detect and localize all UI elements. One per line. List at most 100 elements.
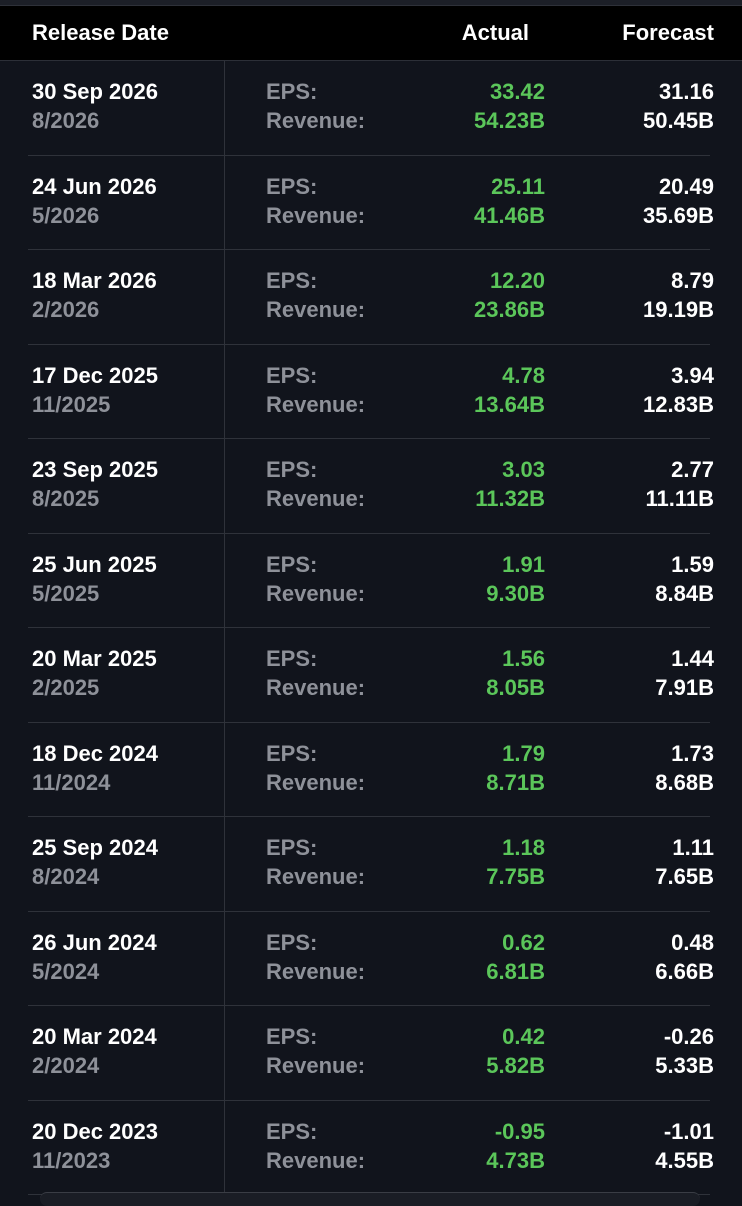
release-date: 20 Dec 2023 [32,1118,158,1144]
release-date: 26 Jun 2024 [32,929,157,955]
revenue-label: Revenue: [266,864,366,889]
fiscal-period: 2/2026 [32,297,100,322]
eps-label: EPS: [266,646,318,671]
revenue-forecast: 7.65B [655,864,714,889]
earnings-row[interactable]: 23 Sep 2025 8/2025 EPS: Revenue: 3.03 11… [0,439,742,534]
eps-label: EPS: [266,268,318,293]
fiscal-period: 2/2024 [32,1053,100,1078]
eps-actual: 1.18 [502,835,545,860]
release-date: 30 Sep 2026 [32,79,158,104]
earnings-row[interactable]: 24 Jun 2026 5/2026 EPS: Revenue: 25.11 4… [0,156,742,251]
revenue-actual: 7.75B [486,864,545,889]
fiscal-period: 8/2025 [32,486,100,511]
column-divider [224,61,225,1195]
revenue-actual: 9.30B [486,580,545,606]
earnings-row[interactable]: 30 Sep 2026 8/2026 EPS: Revenue: 33.42 5… [0,61,742,156]
earnings-row[interactable]: 25 Sep 2024 8/2024 EPS: Revenue: 1.18 7.… [0,817,742,912]
revenue-label: Revenue: [266,1053,366,1078]
fiscal-period: 11/2024 [32,769,111,795]
earnings-row[interactable]: 17 Dec 2025 11/2025 EPS: Revenue: 4.78 1… [0,345,742,440]
eps-label: EPS: [266,929,318,955]
release-date: 18 Mar 2026 [32,268,157,293]
earnings-row[interactable]: 26 Jun 2024 5/2024 EPS: Revenue: 0.62 6.… [0,912,742,1007]
revenue-actual: 5.82B [486,1053,545,1078]
header-forecast[interactable]: Forecast [622,20,714,45]
release-date: 23 Sep 2025 [32,457,158,482]
release-date: 24 Jun 2026 [32,173,157,199]
eps-forecast: 1.59 [671,551,714,577]
eps-actual: 0.42 [502,1024,545,1049]
eps-label: EPS: [266,173,318,199]
release-date: 18 Dec 2024 [32,740,158,766]
revenue-label: Revenue: [266,202,366,228]
release-date: 25 Sep 2024 [32,835,158,860]
eps-actual: 1.56 [502,646,545,671]
eps-actual: 12.20 [489,268,545,293]
revenue-forecast: 8.68B [655,769,714,795]
eps-label: EPS: [266,79,318,104]
eps-label: EPS: [266,835,318,860]
revenue-forecast: 7.91B [655,675,714,700]
eps-label: EPS: [266,457,318,482]
revenue-actual: 11.32B [475,486,545,511]
release-date: 25 Jun 2025 [32,551,157,577]
table-header: Release Date Actual Forecast [0,6,742,61]
fiscal-period: 8/2024 [32,864,100,889]
header-release-date[interactable]: Release Date [32,20,169,45]
revenue-label: Revenue: [266,675,366,700]
revenue-label: Revenue: [266,1147,366,1173]
revenue-forecast: 6.66B [655,958,714,984]
earnings-row[interactable]: 18 Mar 2026 2/2026 EPS: Revenue: 12.20 2… [0,250,742,345]
revenue-label: Revenue: [266,297,366,322]
eps-forecast: 1.11 [672,835,714,860]
revenue-label: Revenue: [266,958,366,984]
fiscal-period: 5/2024 [32,958,100,984]
bottom-sheet-edge [40,1192,700,1206]
revenue-actual: 8.71B [486,769,545,795]
earnings-row[interactable]: 18 Dec 2024 11/2024 EPS: Revenue: 1.79 8… [0,723,742,818]
revenue-label: Revenue: [266,580,366,606]
revenue-actual: 6.81B [486,958,545,984]
eps-forecast: 20.49 [658,173,714,199]
revenue-label: Revenue: [266,108,366,133]
eps-label: EPS: [266,740,318,766]
eps-actual: 0.62 [502,929,545,955]
eps-actual: 1.91 [502,551,545,577]
eps-actual: 3.03 [502,457,545,482]
eps-label: EPS: [266,362,318,388]
eps-label: EPS: [266,551,318,577]
revenue-actual: 41.46B [474,202,545,228]
eps-forecast: 8.79 [671,268,714,293]
earnings-list: 30 Sep 2026 8/2026 EPS: Revenue: 33.42 5… [0,61,742,1195]
revenue-label: Revenue: [266,486,366,511]
header-actual[interactable]: Actual [461,20,529,45]
eps-forecast: 1.44 [671,646,714,671]
fiscal-period: 5/2025 [32,580,100,606]
eps-forecast: -1.01 [663,1118,714,1144]
revenue-forecast: 12.83B [643,391,714,417]
release-date: 20 Mar 2025 [32,646,157,671]
eps-forecast: 3.94 [671,362,714,388]
fiscal-period: 11/2023 [32,1147,111,1173]
fiscal-period: 11/2025 [32,391,111,417]
fiscal-period: 2/2025 [32,675,100,700]
fiscal-period: 8/2026 [32,108,100,133]
eps-forecast: 1.73 [671,740,714,766]
eps-actual: 25.11 [491,173,545,199]
eps-actual: 4.78 [502,362,545,388]
eps-forecast: 31.16 [658,79,714,104]
earnings-row[interactable]: 20 Mar 2025 2/2025 EPS: Revenue: 1.56 8.… [0,628,742,723]
earnings-row[interactable]: 25 Jun 2025 5/2025 EPS: Revenue: 1.91 9.… [0,534,742,629]
fiscal-period: 5/2026 [32,202,100,228]
revenue-forecast: 35.69B [643,202,714,228]
revenue-forecast: 5.33B [655,1053,714,1078]
release-date: 20 Mar 2024 [32,1024,157,1049]
revenue-forecast: 19.19B [643,297,714,322]
earnings-row[interactable]: 20 Dec 2023 11/2023 EPS: Revenue: -0.95 … [0,1101,742,1196]
revenue-forecast: 11.11B [645,486,714,511]
revenue-label: Revenue: [266,769,366,795]
eps-label: EPS: [266,1024,318,1049]
revenue-forecast: 4.55B [655,1147,714,1173]
earnings-row[interactable]: 20 Mar 2024 2/2024 EPS: Revenue: 0.42 5.… [0,1006,742,1101]
eps-label: EPS: [266,1118,318,1144]
